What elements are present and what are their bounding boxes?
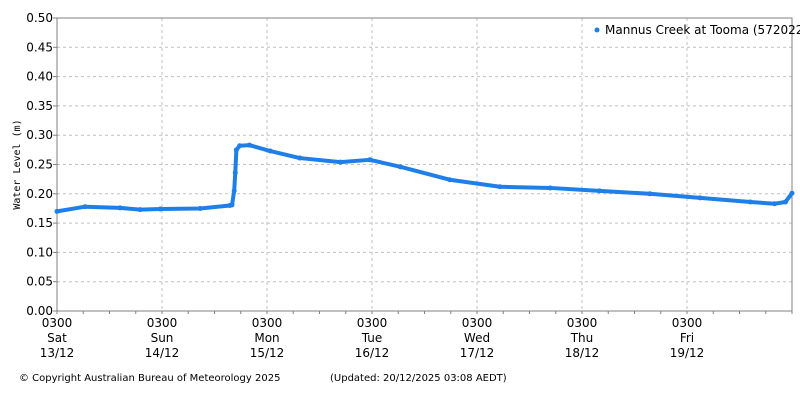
data-point bbox=[232, 170, 238, 176]
data-point bbox=[747, 199, 753, 205]
data-point bbox=[497, 184, 503, 190]
x-tick-date: 13/12 bbox=[40, 346, 75, 360]
data-point bbox=[597, 188, 602, 194]
x-tick-day: Sat bbox=[47, 331, 67, 345]
x-tick-date: 17/12 bbox=[460, 346, 495, 360]
y-tick-label: 0.15 bbox=[26, 216, 53, 230]
data-point bbox=[547, 185, 553, 191]
data-point bbox=[447, 177, 453, 183]
data-point bbox=[772, 201, 777, 207]
data-point bbox=[647, 191, 653, 197]
y-tick-label: 0.40 bbox=[26, 70, 53, 84]
data-point bbox=[337, 159, 343, 165]
data-point bbox=[137, 207, 143, 213]
x-tick-date: 16/12 bbox=[355, 346, 390, 360]
series-line bbox=[55, 143, 794, 214]
y-tick-label: 0.20 bbox=[26, 187, 53, 201]
legend-label: Mannus Creek at Tooma (572022) bbox=[605, 23, 800, 37]
x-tick-time: 0300 bbox=[672, 316, 703, 330]
y-tick-label: 0.25 bbox=[26, 158, 53, 172]
y-tick-label: 0.35 bbox=[26, 99, 53, 113]
data-point bbox=[267, 148, 273, 154]
data-point bbox=[297, 155, 303, 161]
data-point bbox=[157, 206, 163, 212]
x-tick-time: 0300 bbox=[147, 316, 178, 330]
updated-text: (Updated: 20/12/2025 03:08 AEDT) bbox=[330, 373, 507, 384]
y-tick-label: 0.10 bbox=[26, 245, 53, 259]
data-point bbox=[367, 157, 373, 163]
legend-marker bbox=[594, 27, 600, 33]
y-axis-label: Water Level (m) bbox=[12, 119, 23, 209]
x-tick-time: 0300 bbox=[252, 316, 283, 330]
x-tick-time: 0300 bbox=[42, 316, 73, 330]
y-tick-label: 0.30 bbox=[26, 128, 53, 142]
y-tick-label: 0.00 bbox=[26, 304, 53, 318]
x-tick-day: Sun bbox=[151, 331, 174, 345]
data-point bbox=[789, 190, 795, 196]
data-point bbox=[231, 188, 237, 194]
data-point bbox=[197, 205, 203, 211]
x-tick-date: 19/12 bbox=[670, 346, 705, 360]
x-tick-day: Fri bbox=[680, 331, 694, 345]
data-point bbox=[247, 142, 252, 148]
x-tick-day: Thu bbox=[570, 331, 594, 345]
x-tick-day: Mon bbox=[254, 331, 279, 345]
data-point bbox=[82, 204, 88, 210]
x-tick-time: 0300 bbox=[462, 316, 493, 330]
data-point bbox=[697, 195, 703, 201]
x-tick-time: 0300 bbox=[567, 316, 598, 330]
x-tick-time: 0300 bbox=[357, 316, 388, 330]
data-point bbox=[233, 147, 239, 153]
data-point bbox=[117, 205, 123, 211]
water-level-chart: 0.00 0.05 0.10 0.15 0.20 0.25 0.30 0.35 0.40 0.45… bbox=[12, 11, 800, 360]
x-tick-date: 15/12 bbox=[250, 346, 285, 360]
copyright-text: © Copyright Australian Bureau of Meteoro… bbox=[19, 373, 281, 384]
data-point bbox=[237, 143, 243, 149]
x-tick-date: 14/12 bbox=[145, 346, 180, 360]
data-point bbox=[54, 208, 60, 214]
data-point bbox=[397, 164, 403, 170]
x-tick-day: Wed bbox=[464, 331, 490, 345]
plot-frame bbox=[56, 17, 793, 312]
x-tick-day: Tue bbox=[361, 331, 383, 345]
y-tick-label: 0.05 bbox=[26, 275, 53, 289]
y-tick-label: 0.50 bbox=[26, 11, 53, 25]
data-point bbox=[229, 202, 235, 208]
y-tick-label: 0.45 bbox=[26, 40, 53, 54]
data-point bbox=[782, 199, 788, 205]
x-tick-date: 18/12 bbox=[565, 346, 600, 360]
